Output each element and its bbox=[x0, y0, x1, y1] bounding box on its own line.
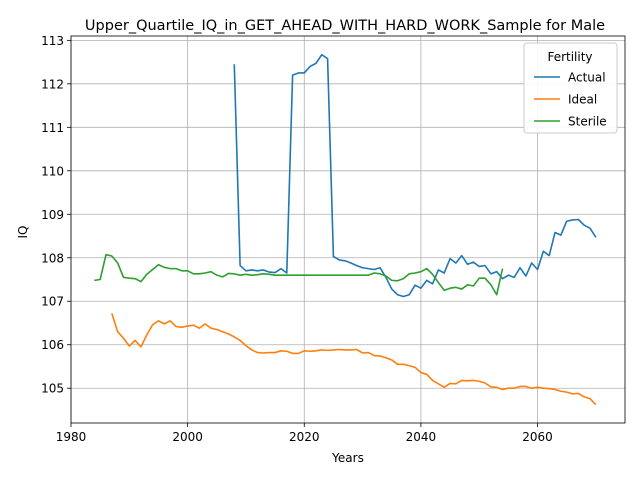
x-tick-label: 2040 bbox=[406, 430, 437, 444]
x-tick-label: 2060 bbox=[522, 430, 553, 444]
x-axis-label: Years bbox=[331, 451, 364, 465]
series-line-actual bbox=[233, 53, 597, 298]
y-tick-label: 105 bbox=[41, 382, 64, 396]
y-tick-label: 109 bbox=[41, 208, 64, 222]
x-tick-label: 2000 bbox=[172, 430, 203, 444]
y-tick-label: 112 bbox=[41, 77, 64, 91]
y-axis-label: IQ bbox=[16, 226, 30, 239]
y-tick-label: 111 bbox=[41, 121, 64, 135]
legend-items: Actual Ideal Sterile bbox=[534, 71, 607, 129]
legend-title: Fertility bbox=[547, 50, 592, 64]
x-tick-label: 1980 bbox=[56, 430, 87, 444]
series-line-ideal bbox=[111, 313, 597, 406]
x-tick-label: 2020 bbox=[289, 430, 320, 444]
legend-box bbox=[523, 42, 618, 134]
y-tick-label: 106 bbox=[41, 338, 64, 352]
series-line-sterile bbox=[94, 253, 504, 296]
y-tick-label: 110 bbox=[41, 164, 64, 178]
plot-area-frame bbox=[70, 35, 626, 424]
legend-label-ideal: Ideal bbox=[568, 93, 597, 107]
legend-label-actual: Actual bbox=[568, 71, 606, 85]
series-lines bbox=[94, 53, 597, 406]
x-axis-ticks: 1980 2000 2020 2040 2060 bbox=[56, 423, 553, 444]
legend: Fertility Actual Ideal Sterile bbox=[523, 42, 618, 134]
y-tick-label: 107 bbox=[41, 295, 64, 309]
legend-label-sterile: Sterile bbox=[568, 115, 607, 129]
grid-lines bbox=[70, 36, 625, 423]
y-tick-label: 113 bbox=[41, 34, 64, 48]
chart-title: Upper_Quartile_IQ_in_GET_AHEAD_WITH_HARD… bbox=[85, 18, 605, 34]
y-axis-ticks: 105 106 107 108 109 110 111 112 113 bbox=[41, 34, 71, 396]
y-tick-label: 108 bbox=[41, 251, 64, 265]
